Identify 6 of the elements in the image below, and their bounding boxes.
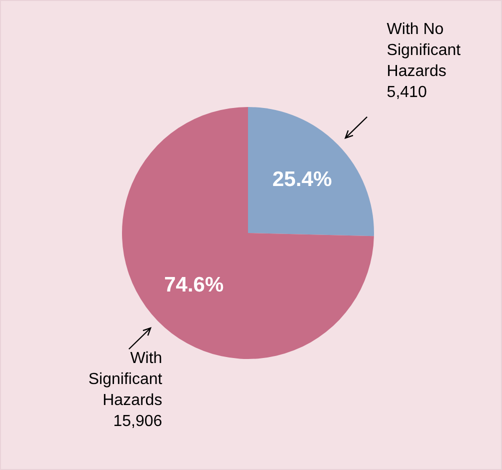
- text: 5,410: [386, 84, 427, 101]
- slice-label: With No Significant Hazards: [386, 20, 462, 80]
- slice-label: With Significant Hazards: [88, 350, 163, 409]
- data-label: 74.6%: [164, 274, 224, 297]
- text: 15,906: [113, 412, 162, 430]
- data-label: 25.4%: [272, 168, 332, 192]
